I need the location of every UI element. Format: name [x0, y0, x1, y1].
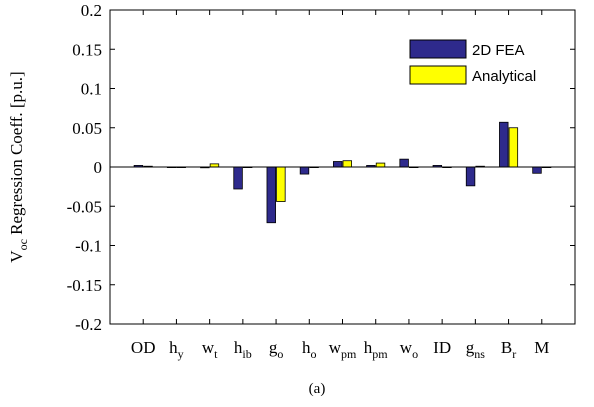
x-tick-label-11: Br [501, 338, 516, 361]
y-tick-label-8: 0.2 [81, 1, 102, 20]
x-tick-label-4: go [269, 338, 284, 361]
y-tick-label-0: -0.2 [75, 315, 102, 334]
x-tick-label-9: ID [433, 338, 451, 357]
legend-swatch-0 [409, 39, 467, 59]
x-tick-label-1: hy [169, 338, 184, 361]
y-tick-label-2: -0.1 [75, 237, 102, 256]
bar-fea-4 [266, 166, 276, 224]
x-tick-label-8: wo [400, 338, 418, 361]
bar-fea-10 [465, 166, 476, 187]
bar-fea-12 [532, 166, 542, 174]
bar-analytical-11 [508, 127, 519, 168]
legend-label-0: 2D FEA [472, 42, 525, 59]
bars-layer [133, 121, 552, 224]
y-tick-label-7: 0.15 [72, 40, 102, 59]
x-tick-label-3: hib [234, 338, 252, 361]
x-axis: OD hy wt hib go ho wpm hpm wo ID gns Br M [131, 10, 549, 361]
y-tick-label-1: -0.15 [67, 276, 102, 295]
x-tick-label-0: OD [131, 338, 156, 357]
x-tick-label-2: wt [202, 338, 218, 361]
legend-label-1: Analytical [472, 68, 536, 85]
x-tick-label-5: ho [302, 338, 317, 361]
legend: 2D FEA Analytical [409, 39, 536, 85]
figure-caption: (a) [309, 381, 326, 397]
bar-fea-5 [299, 166, 310, 175]
bar-analytical-6 [342, 160, 353, 168]
x-tick-label-6: wpm [329, 338, 357, 361]
x-tick-label-10: gns [466, 338, 486, 361]
y-axis: -0.2 -0.15 -0.1 -0.05 0 0.05 0.1 0.15 0.2 [67, 1, 575, 334]
bar-fea-3 [233, 166, 243, 190]
y-axis-label: Voc Regression Coeff. [p.u.] [7, 71, 30, 262]
y-tick-label-5: 0.05 [72, 119, 102, 138]
bar-fea-11 [499, 121, 509, 168]
x-tick-label-7: hpm [364, 338, 389, 361]
bar-analytical-7 [375, 162, 386, 168]
x-tick-label-12: M [534, 338, 549, 357]
y-tick-label-6: 0.1 [81, 80, 102, 99]
y-tick-label-4: 0 [94, 158, 103, 177]
legend-swatch-1 [409, 65, 467, 85]
bar-fea-8 [399, 158, 409, 168]
bar-fea-6 [332, 161, 343, 168]
bar-analytical-4 [276, 166, 286, 202]
y-tick-label-3: -0.05 [67, 197, 102, 216]
